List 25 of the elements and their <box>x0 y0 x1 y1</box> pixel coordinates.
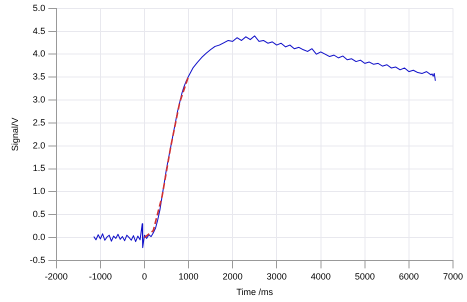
x-tick-label: 0 <box>142 271 147 282</box>
x-tick-label: 2000 <box>222 271 243 282</box>
y-axis-title: Signal/V <box>10 118 20 152</box>
y-tick-label: 0.0 <box>32 232 46 242</box>
y-tick-label: 0.5 <box>32 209 46 220</box>
x-tick-label: -2000 <box>44 271 68 282</box>
y-tick-label: 5.0 <box>32 2 46 13</box>
x-tick-label: 7000 <box>442 271 464 282</box>
x-tick-label: 4000 <box>310 271 331 282</box>
y-tick-label: 3.5 <box>32 72 46 82</box>
y-tick-label: 1.0 <box>32 186 46 196</box>
x-tick-label: 5000 <box>354 271 375 282</box>
line-series <box>144 75 190 238</box>
y-tick-label: 4.0 <box>32 48 46 59</box>
y-tick-label: 2.5 <box>32 117 46 128</box>
x-tick-label: 6000 <box>398 271 419 282</box>
y-tick-label: 3.0 <box>32 94 46 105</box>
y-tick-label: 4.5 <box>32 26 46 36</box>
y-tick-label: 2.0 <box>32 140 46 150</box>
y-tick-label: -0.5 <box>30 254 46 265</box>
x-tick-label: 1000 <box>178 271 199 282</box>
y-tick-label: 1.5 <box>32 163 46 174</box>
x-tick-label: -1000 <box>88 271 112 282</box>
x-tick-label: 3000 <box>266 271 287 282</box>
x-axis-title: Time /ms <box>236 287 274 298</box>
